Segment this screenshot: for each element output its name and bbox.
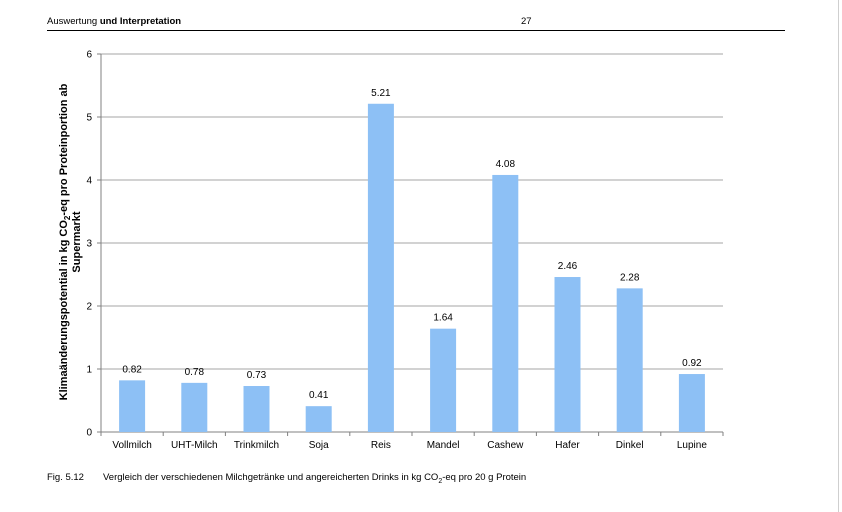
value-label: 0.78 (185, 367, 205, 378)
value-label: 0.73 (247, 370, 267, 381)
y-tick-label: 5 (86, 113, 92, 124)
value-label: 0.92 (682, 358, 702, 369)
y-tick-label: 4 (86, 176, 92, 187)
category-label: Cashew (487, 440, 524, 451)
y-tick-label: 6 (86, 50, 92, 61)
y-tick-label: 2 (86, 302, 92, 313)
y-tick-label: 3 (86, 239, 92, 250)
value-label: 0.82 (122, 364, 142, 375)
bar-lupine (678, 374, 705, 432)
bar-mandel (430, 328, 457, 432)
caption-text-end: -eq pro 20 g Protein (442, 472, 527, 483)
category-label: Lupine (677, 440, 707, 451)
value-label: 4.08 (496, 159, 516, 170)
header-section-bold: und Interpretation (99, 16, 182, 27)
bar-vollmilch (119, 380, 146, 432)
running-header: Auswertung und Interpretation 27 (47, 16, 785, 31)
caption-text: Vergleich der verschiedenen Milchgetränk… (103, 472, 439, 483)
header-page-number: 27 (521, 16, 532, 27)
y-axis-ticks: 0 1 2 3 4 5 6 (86, 50, 92, 439)
y-axis-label-line1: Klimaänderungspotential in kg CO2-eq pro… (58, 83, 72, 400)
header-section-plain: Auswertung (47, 16, 98, 27)
y-axis-label-line2: Supermarkt (71, 211, 83, 272)
category-label: Dinkel (616, 440, 644, 451)
y-tick-label: 1 (86, 365, 92, 376)
category-label: Trinkmilch (234, 440, 279, 451)
caption-subscript: 2 (438, 477, 443, 485)
y-axis-label-subscript: 2 (63, 215, 72, 220)
value-labels: 0.82 0.78 0.73 0.41 5.21 1.64 4.08 2.46 2.28 0.92 (122, 88, 702, 401)
category-label: Reis (371, 440, 391, 451)
bar-uht-milch (181, 382, 208, 432)
category-label: Soja (309, 440, 329, 451)
category-label: Mandel (427, 440, 460, 451)
y-axis-label-text: Klimaänderungspotential in kg CO (58, 220, 70, 401)
y-axis-label-text-end: -eq pro Proteinportion ab (58, 83, 70, 215)
value-label: 2.46 (558, 261, 578, 272)
category-label: Vollmilch (112, 440, 151, 451)
value-label: 2.28 (620, 272, 640, 283)
figure-caption: Fig. 5.12 Vergleich der verschiedenen Mil… (47, 472, 526, 485)
category-label: Hafer (555, 440, 580, 451)
bar-trinkmilch (243, 386, 270, 432)
bar-reis (367, 103, 394, 433)
value-label: 5.21 (371, 88, 391, 99)
caption-label: Fig. 5.12 (47, 472, 84, 483)
value-label: 1.64 (433, 313, 453, 324)
bar-hafer (554, 277, 581, 432)
bar-cashew (492, 174, 519, 432)
page-edge-line (838, 0, 839, 512)
value-label: 0.41 (309, 390, 329, 401)
header-section-title: Auswertung und Interpretation (47, 16, 181, 27)
category-label: UHT-Milch (171, 440, 218, 451)
bars (119, 103, 705, 433)
bar-dinkel (616, 288, 643, 432)
y-tick-label: 0 (86, 428, 92, 439)
x-axis-categories: Vollmilch UHT-Milch Trinkmilch Soja Reis Mand… (112, 440, 707, 451)
bar-soja (305, 406, 332, 432)
